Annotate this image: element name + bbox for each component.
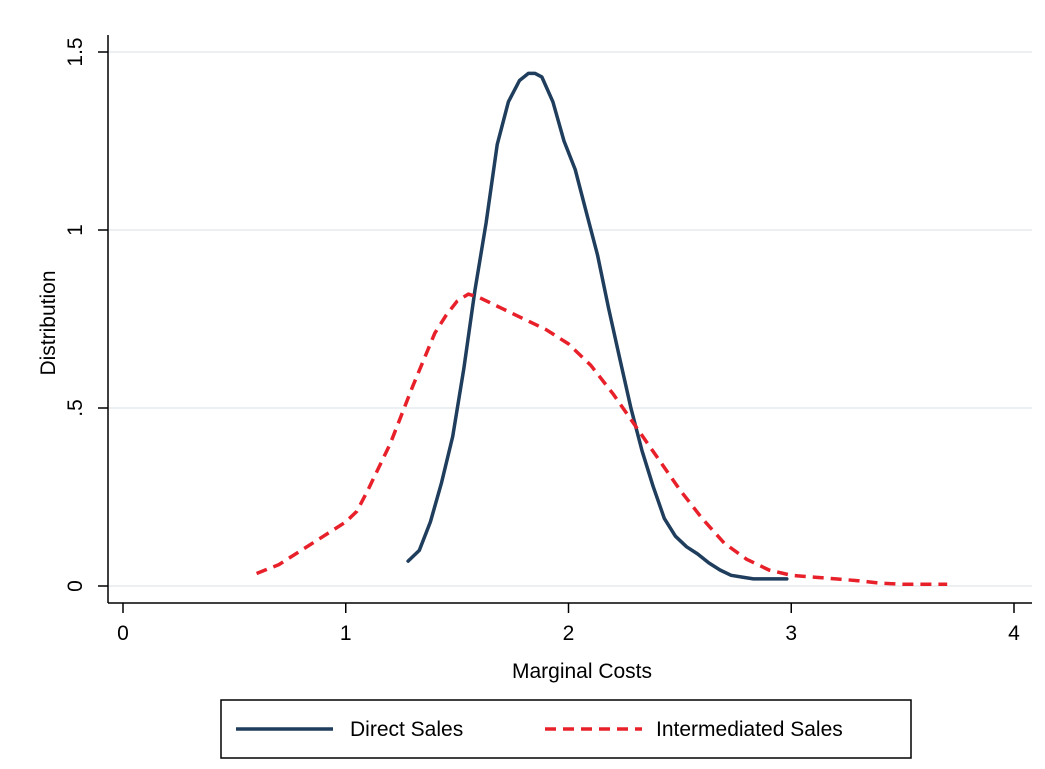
axes [98, 35, 1032, 613]
legend-label-0: Direct Sales [350, 718, 463, 741]
x-axis-title: Marginal Costs [512, 660, 652, 683]
series-group [255, 71, 948, 586]
y-tick-label: .5 [64, 399, 87, 417]
y-tick-label: 1 [64, 224, 87, 236]
legend-label-1: Intermediated Sales [656, 718, 843, 741]
x-tick-label: 0 [117, 622, 129, 645]
x-tick-label: 1 [340, 622, 352, 645]
series-line-direct-sales [406, 71, 789, 581]
y-tick-label: 0 [64, 580, 87, 592]
y-tick-label: 1.5 [64, 37, 87, 66]
series-line-intermediated-sales [255, 292, 948, 586]
tick-labels: 0 1 2 3 4 0 .5 1 1.5 [64, 37, 1020, 645]
gridlines [108, 51, 1032, 587]
legend: Direct Sales Intermediated Sales [220, 699, 912, 759]
y-axis-title: Distribution [37, 270, 60, 375]
x-tick-label: 3 [785, 622, 797, 645]
x-tick-label: 2 [563, 622, 575, 645]
x-tick-label: 4 [1008, 622, 1020, 645]
